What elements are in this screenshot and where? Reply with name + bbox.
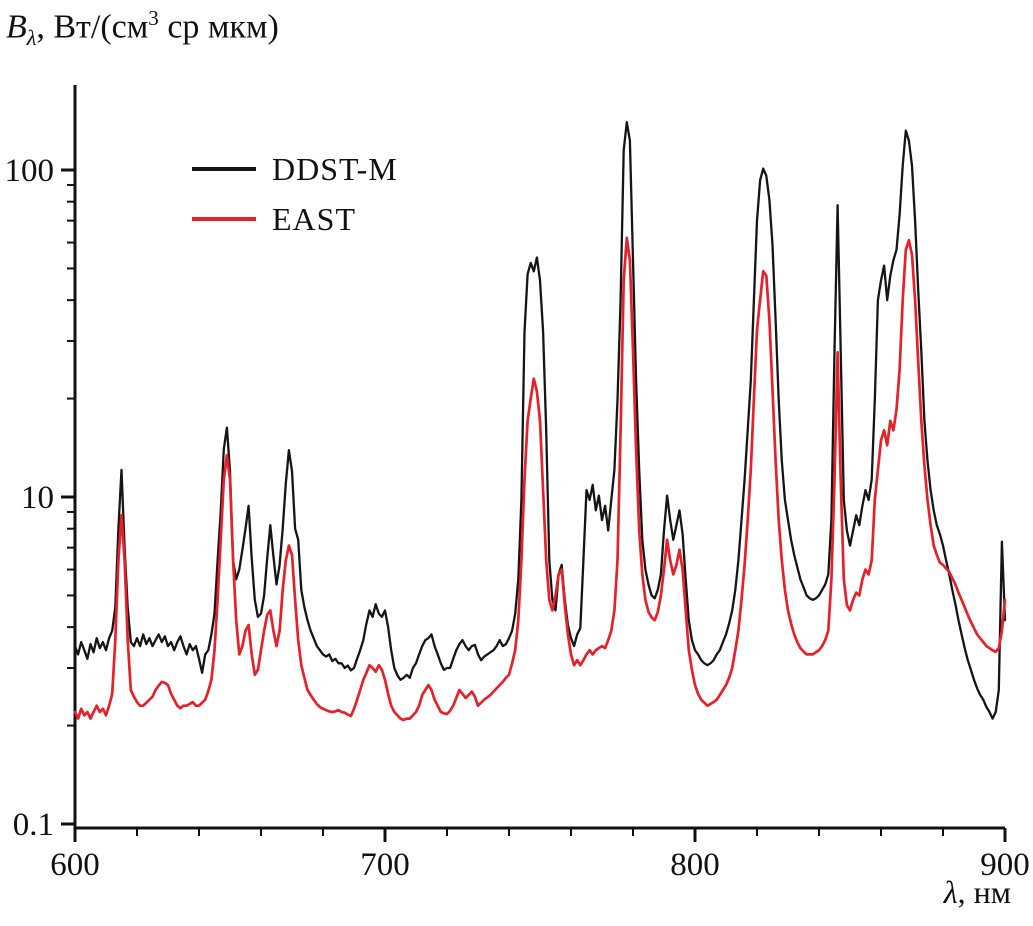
y-tick-label: 10	[21, 480, 54, 516]
x-axis-label-symbol: λ	[943, 874, 958, 910]
legend-item-east: EAST	[192, 198, 398, 240]
y-axis-title-subscript: λ	[26, 25, 37, 51]
legend-label-east: EAST	[272, 200, 356, 237]
y-axis-title-units-end: ср мкм)	[158, 8, 279, 46]
legend-label-ddstm: DDST-M	[272, 150, 398, 187]
x-tick-label: 700	[360, 847, 410, 883]
x-axis-label: λ, нм	[944, 874, 1011, 911]
x-tick-label: 900	[980, 847, 1030, 883]
legend: DDST-M EAST	[192, 148, 398, 240]
series-east	[73, 236, 1007, 722]
legend-line-sample-red	[192, 217, 256, 221]
x-axis-label-units: , нм	[957, 874, 1011, 910]
legend-item-ddstm: DDST-M	[192, 148, 398, 190]
y-axis-title-units: , Вт/(см	[36, 8, 149, 46]
x-tick-label: 600	[50, 847, 100, 883]
y-axis-title-symbol: B	[6, 8, 27, 46]
y-tick-label: 0.1	[13, 807, 54, 843]
legend-line-sample-black	[192, 167, 256, 171]
y-axis-title-superscript: 3	[148, 6, 159, 30]
y-axis-title: Bλ, Вт/(см3 ср мкм)	[6, 6, 279, 51]
y-tick-label: 100	[5, 153, 55, 189]
x-tick-label: 800	[670, 847, 720, 883]
